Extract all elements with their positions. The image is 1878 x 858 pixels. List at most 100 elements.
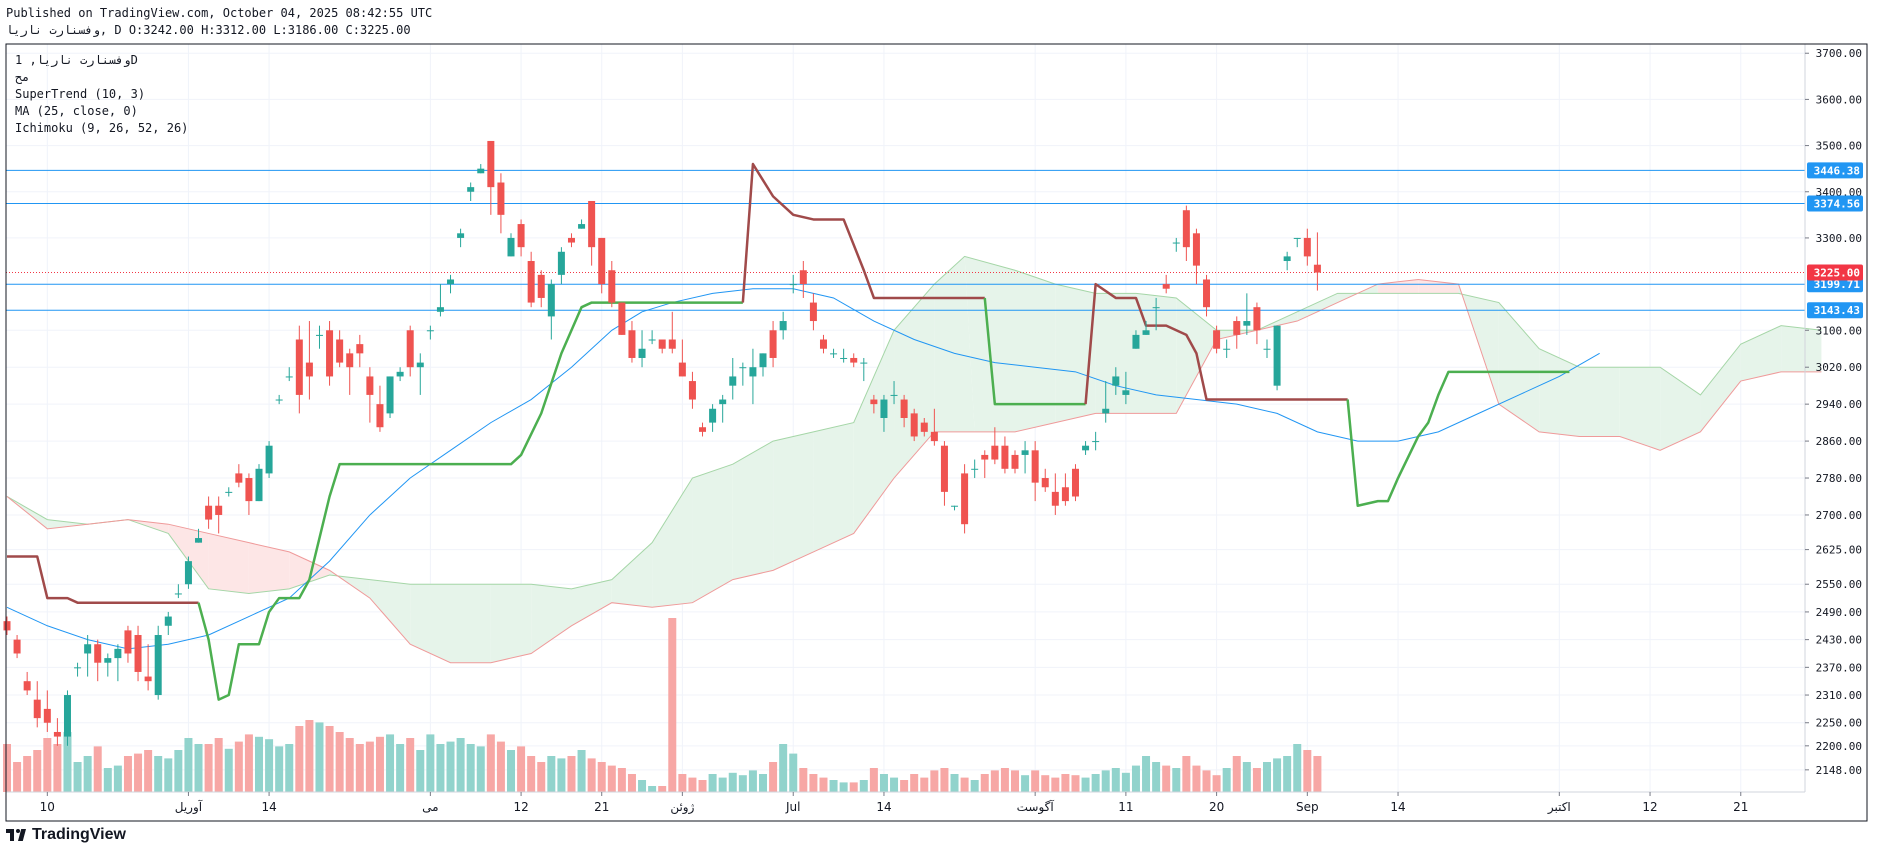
candle [870,394,878,414]
legend-supertrend[interactable]: SuperTrend (10, 3) [15,87,146,101]
candle [1031,441,1039,502]
x-tick-label: 21 [594,800,609,814]
candle [799,261,807,298]
volume-bar [1192,765,1201,792]
candle [436,284,444,317]
candle-body [1082,445,1090,451]
candle-body [688,381,696,400]
tradingview-logo-icon [6,829,26,841]
volume-bar [1041,775,1050,792]
x-tick-label: می [422,800,438,814]
candle-body [628,330,636,358]
volume-bar [315,722,324,792]
candle [1142,321,1150,335]
legend-ichimoku[interactable]: Ichimoku (9, 26, 52, 26) [15,121,189,135]
candle-body [436,307,444,312]
hline-label: 3143.43 [1814,304,1860,317]
candle-body [598,237,606,285]
candle-body [1263,348,1271,350]
candle-body [426,330,434,332]
volume-bar [627,774,636,792]
candle-body [799,270,807,285]
candle [658,339,666,354]
y-tick-label: 2370.00 [1816,661,1862,674]
candle [1223,339,1231,358]
footer-brand[interactable]: TradingView [6,826,126,844]
volume-bar [295,726,304,792]
volume-bar [224,748,233,792]
volume-bar [890,777,899,792]
volume-bar [658,786,667,792]
cloud-segment [1781,325,1822,372]
volume-bar [920,777,929,792]
candle-body [1303,237,1311,257]
volume-bar [617,768,626,792]
senkou-span-b [6,278,1822,664]
ohlc-header: وفسنارت ناریا, D O:3242.00 H:3312.00 L:3… [6,23,411,37]
candle-body [1313,264,1321,273]
volume-bar [668,618,677,792]
volume-bar [577,750,586,792]
candle [809,293,817,331]
volume-bar [1011,770,1019,792]
candle [971,459,979,479]
volume-bar [537,762,546,792]
volume-bar [678,774,687,792]
volume-bar [638,780,647,792]
volume-bar [63,732,72,792]
volume-bar [930,770,939,792]
candle-body [1243,321,1251,326]
volume-bar [819,777,828,792]
volume-bar [1101,770,1110,792]
candle-body [739,367,747,369]
volume-bar [43,738,52,792]
last-price-label: 3225.00 [1814,267,1860,280]
volume-bar [829,780,838,792]
candle [124,625,132,663]
candle-body [1223,348,1231,350]
x-tick-label: 10 [40,800,55,814]
candle [23,671,31,696]
candles [3,140,1321,746]
candle-body [43,708,51,723]
cloud-segment [450,584,491,663]
footer-brand-label: TradingView [32,826,126,843]
volume-bar [73,762,82,792]
candle-body [215,505,223,515]
volume-bar [769,762,778,792]
volume-bar [426,734,435,792]
candle-body [971,468,979,470]
volume-bar [234,741,243,792]
volume-bar [396,744,405,792]
candle-body [1192,233,1200,266]
candle [1041,468,1049,492]
candle [578,219,586,229]
candle-body [305,362,313,377]
candle-body [1273,325,1281,386]
legend-ma[interactable]: MA (25, close, 0) [15,104,138,118]
candle-body [567,237,575,243]
candle-body [235,473,243,483]
volume-bar [1222,768,1231,792]
candle [1061,473,1069,506]
candle [477,164,485,174]
candle [598,237,606,294]
y-tick-label: 2310.00 [1816,689,1862,702]
candle-body [1102,408,1110,414]
candle [830,348,838,358]
volume-bar [698,780,707,792]
candle-body [880,399,888,418]
volume-bar [970,780,979,792]
volume-bar [1313,756,1322,792]
volume-bar [980,774,989,792]
candle-body [578,224,586,229]
candle [1213,325,1221,354]
volume-bar [789,753,798,792]
candle [245,473,253,515]
candle [74,662,82,677]
candle [225,487,233,497]
volume-bar [1131,765,1140,792]
x-tick-label: Sep [1296,800,1319,814]
volume-bar [325,726,334,792]
